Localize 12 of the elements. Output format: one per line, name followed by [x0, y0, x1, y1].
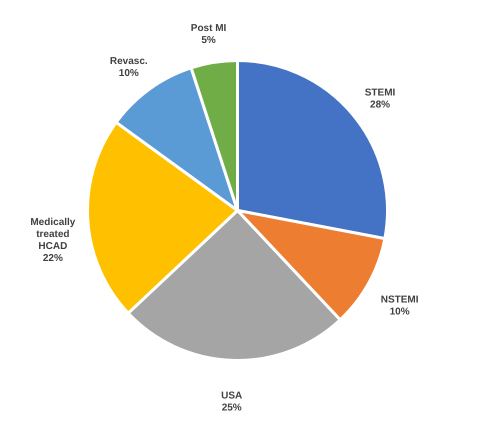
- slice-label: Post MI: [190, 22, 227, 34]
- data-label: 28%: [370, 100, 390, 111]
- data-label: 10%: [118, 68, 139, 79]
- slice-label: Revasc.: [110, 56, 148, 67]
- data-label: 25%: [222, 402, 242, 414]
- slice-label: NSTEMI: [380, 294, 419, 306]
- slice-label: USA: [221, 390, 242, 402]
- slice-label: Medically treated HCAD: [30, 217, 76, 252]
- data-label: 5%: [201, 34, 216, 46]
- data-label: 10%: [390, 306, 410, 318]
- data-label: 22%: [42, 253, 63, 264]
- slice-label: STEMI: [364, 88, 396, 99]
